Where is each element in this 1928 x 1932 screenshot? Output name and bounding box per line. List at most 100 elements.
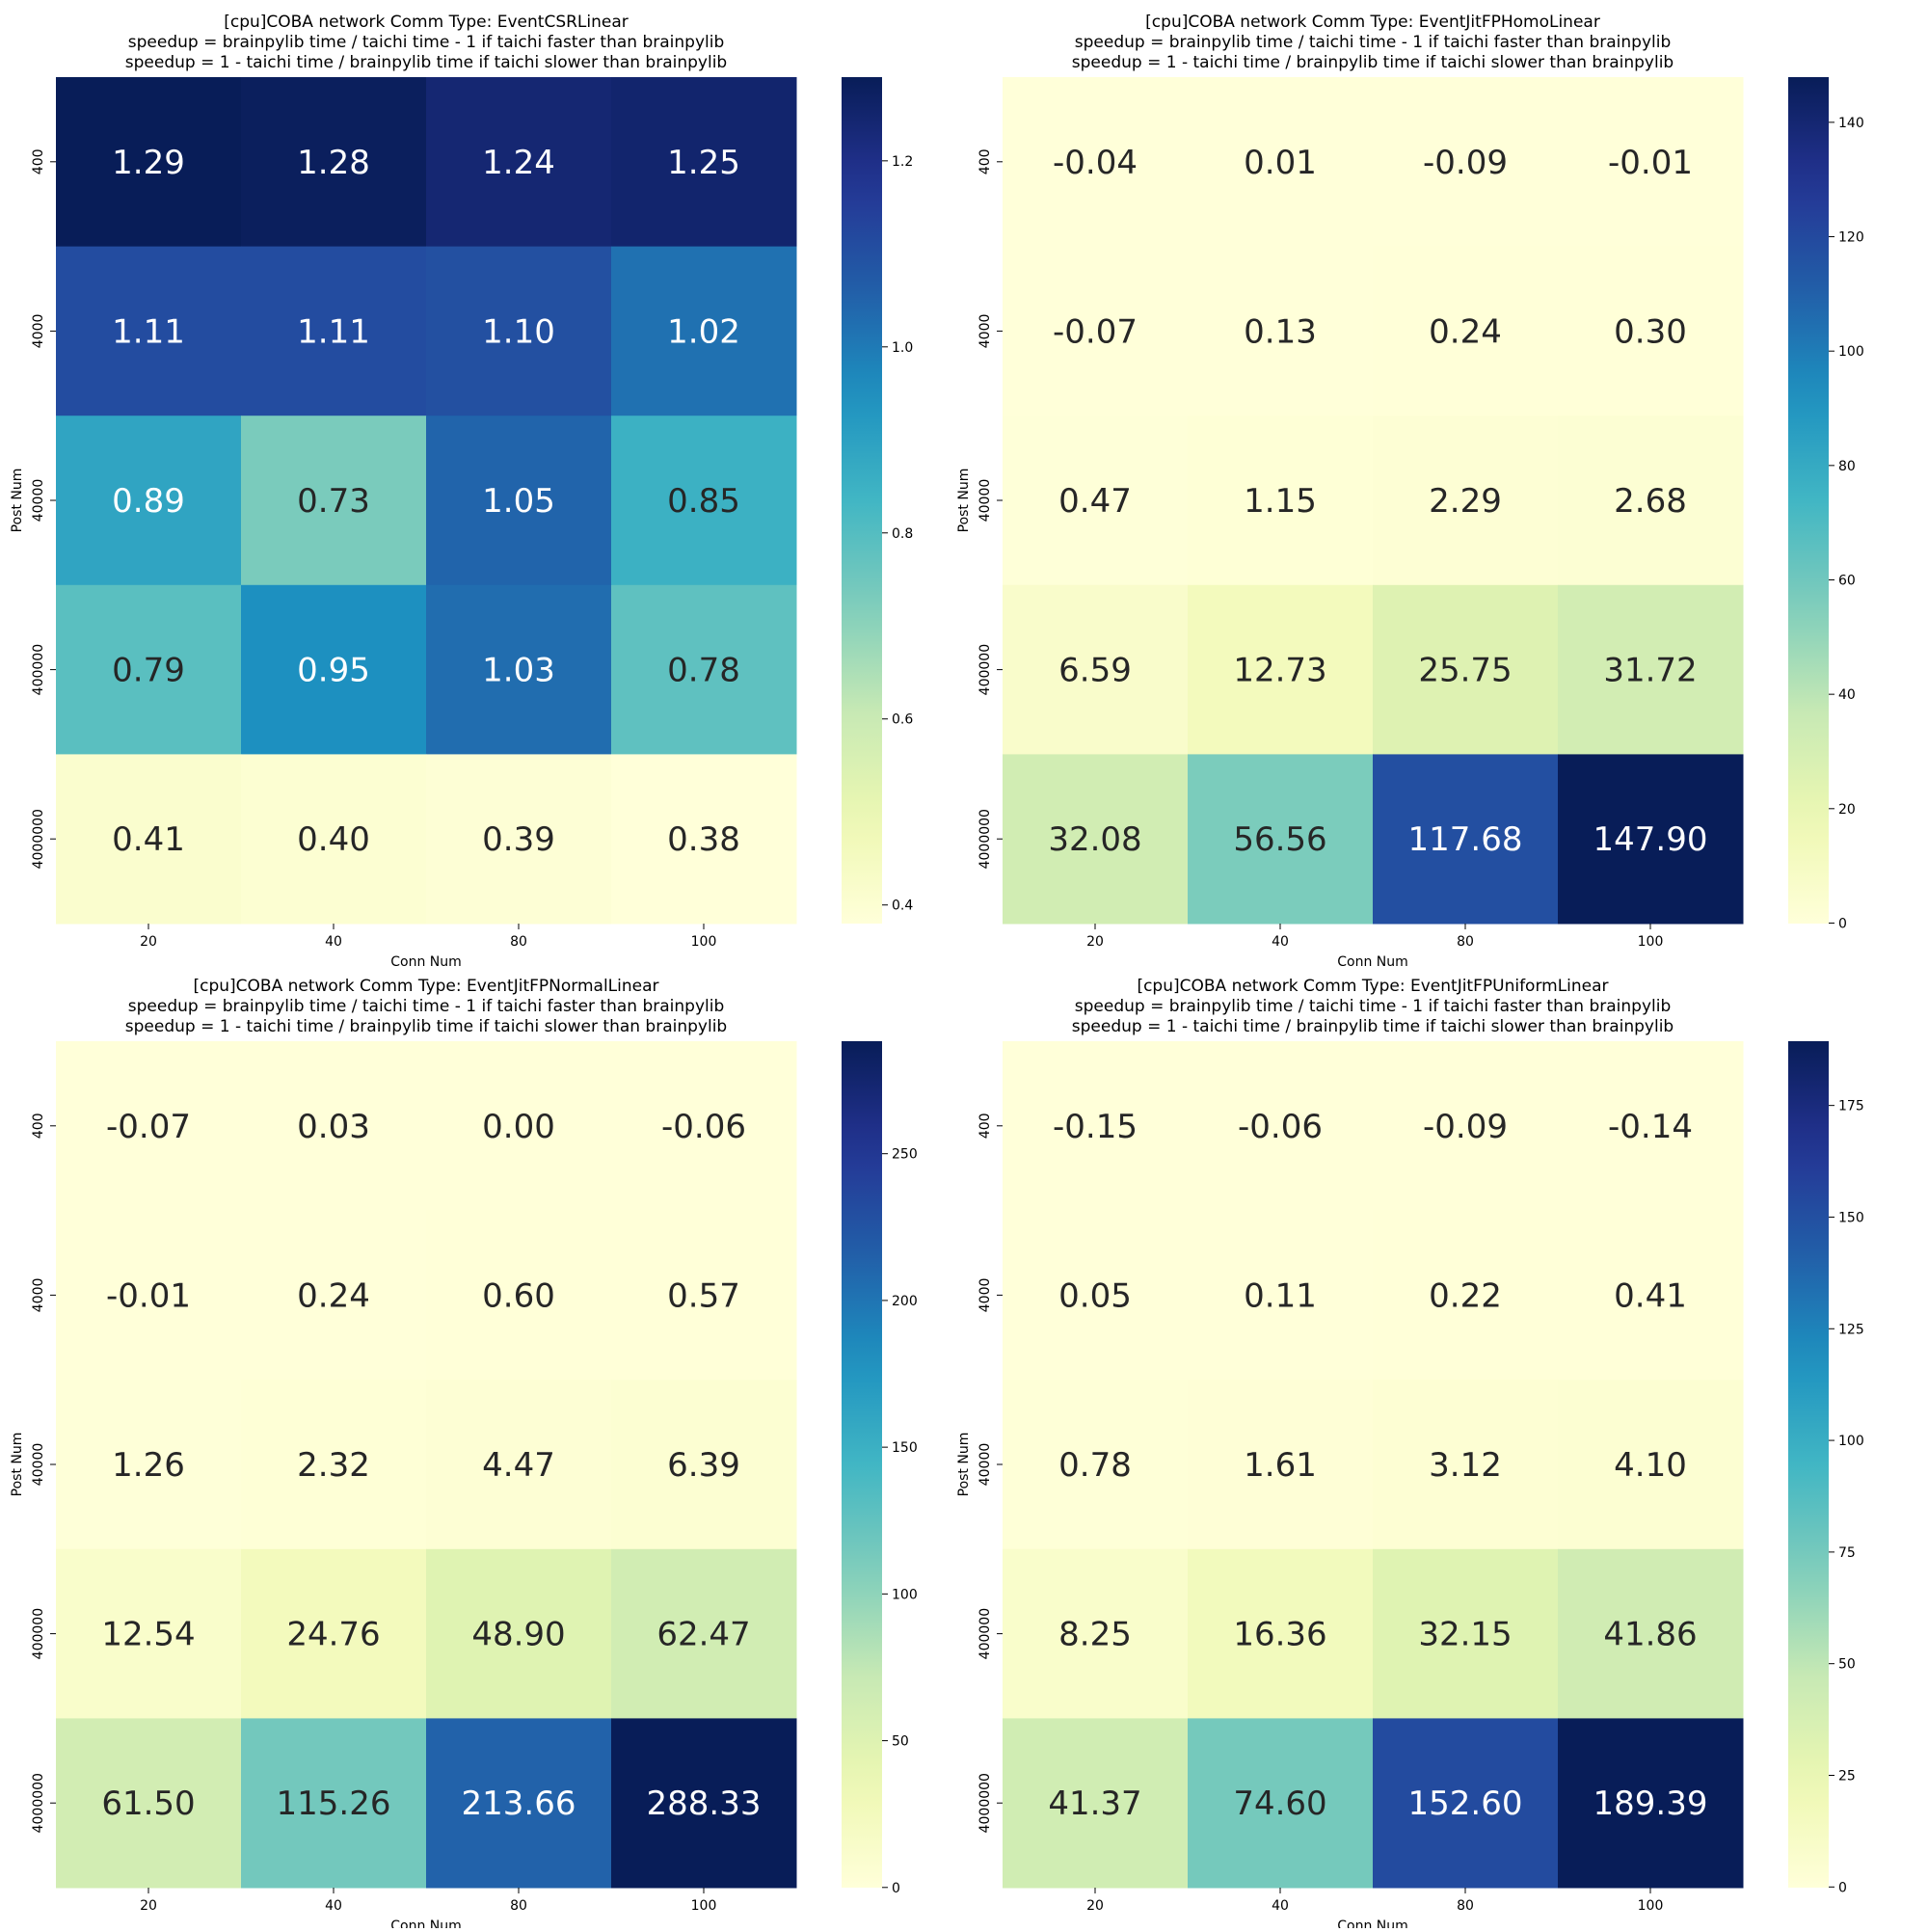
cell-value-label: 115.26 [277,1784,391,1823]
heatmap-cell [56,1210,242,1381]
cell-value-label: -0.14 [1608,1108,1693,1146]
y-axis-label: Post Num [10,469,25,533]
heatmap-cell [56,77,242,248]
cell-value-label: 24.76 [286,1616,380,1654]
cell-value-label: 16.36 [1233,1616,1326,1654]
colorbar-tick-label: 0.8 [892,526,913,542]
heatmap-cell [1558,77,1744,248]
heatmap-cell [1373,1548,1559,1719]
colorbar-tick-label: 60 [1838,573,1856,588]
colorbar-tick-label: 100 [892,1587,918,1602]
colorbar-tick-label: 0.4 [892,899,913,914]
colorbar-tick-label: 25 [1838,1768,1856,1784]
cell-value-label: 152.60 [1408,1784,1523,1823]
y-tick-label: 400000 [977,1608,993,1659]
y-axis-label: Post Num [956,469,972,533]
heatmap-cell [611,77,797,248]
colorbar-tick-label: 20 [1838,802,1856,818]
heatmap-cell [1558,754,1744,925]
cell-value-label: 74.60 [1233,1784,1326,1823]
y-tick-label: 400 [977,148,993,174]
y-tick-label: 40000 [31,1443,46,1487]
cell-value-label: 0.40 [297,820,370,859]
colorbar-tick-label: 125 [1838,1322,1864,1337]
heatmap-cell [1003,1041,1189,1212]
heatmap-cell [1373,754,1559,925]
cell-value-label: 1.26 [112,1446,185,1485]
cell-value-label: 147.90 [1593,820,1708,859]
cell-value-label: 0.13 [1244,312,1317,351]
cell-value-label: 62.47 [656,1616,750,1654]
cell-value-label: -0.07 [106,1108,191,1146]
cell-value-label: 1.15 [1244,482,1317,521]
colorbar-tick-label: 100 [1838,1434,1864,1449]
y-tick-label: 40000 [977,1443,993,1487]
cell-value-label: -0.07 [1053,312,1138,351]
x-tick-label: 40 [1272,934,1289,950]
heatmap-cell [1003,416,1189,586]
chart-title-line: [cpu]COBA network Comm Type: EventJitFPH… [1145,13,1600,32]
colorbar-tick-label: 0 [1838,1880,1847,1895]
x-tick-label: 80 [1457,1898,1474,1914]
heatmap-cell [426,1548,612,1719]
heatmap-cell [611,1718,797,1889]
cell-value-label: 32.08 [1048,820,1141,859]
heatmap-cell [611,246,797,416]
colorbar-tick-label: 120 [1838,230,1864,246]
colorbar-tick-label: 175 [1838,1099,1864,1114]
heatmap-cell [56,416,242,586]
chart-title-line: [cpu]COBA network Comm Type: EventJitFPU… [1137,977,1608,996]
cell-value-label: 0.39 [482,820,555,859]
y-tick-label: 4000000 [977,809,993,869]
x-axis-label: Conn Num [1337,1919,1408,1928]
cell-value-label: 0.00 [482,1108,555,1146]
cell-value-label: 288.33 [647,1784,762,1823]
cell-value-label: 0.38 [667,820,740,859]
cell-value-label: 41.37 [1048,1784,1141,1823]
x-tick-label: 40 [325,934,342,950]
y-tick-label: 40000 [31,479,46,523]
heatmap-panel-1: [cpu]COBA network Comm Type: EventCSRLin… [10,13,913,970]
heatmap-cell [426,77,612,248]
cell-value-label: 1.10 [482,312,555,351]
cell-value-label: 6.39 [667,1446,740,1485]
heatmap-cell [426,1718,612,1889]
cell-value-label: 1.02 [667,312,740,351]
heatmap-cell [241,1718,427,1889]
colorbar [842,1041,882,1888]
cell-value-label: 0.95 [297,652,370,690]
cell-value-label: 3.12 [1429,1446,1502,1485]
heatmap-cell [1558,1380,1744,1550]
x-tick-label: 80 [510,1898,527,1914]
cell-value-label: 1.29 [112,144,185,182]
heatmap-cell [1558,1210,1744,1381]
heatmap-cell [241,1548,427,1719]
heatmap-cell [1188,1718,1374,1889]
heatmap-cell [611,1041,797,1212]
chart-title-line: speedup = 1 - taichi time / brainpylib t… [1072,1017,1674,1036]
x-tick-label: 20 [140,934,157,950]
heatmap-cell [241,77,427,248]
cell-value-label: 1.05 [482,482,555,521]
cell-value-label: 32.15 [1418,1616,1512,1654]
heatmap-cell [426,416,612,586]
y-tick-label: 4000000 [31,809,46,869]
x-tick-label: 100 [1638,934,1664,950]
heatmap-cell [1373,584,1559,755]
colorbar-tick-label: 100 [1838,344,1864,360]
y-tick-label: 4000 [977,1278,993,1313]
heatmap-cell [241,416,427,586]
cell-value-label: 2.29 [1429,482,1502,521]
heatmap-cell [611,1380,797,1550]
chart-title-line: [cpu]COBA network Comm Type: EventJitFPN… [193,977,658,996]
cell-value-label: 1.61 [1244,1446,1317,1485]
cell-value-label: 0.05 [1058,1276,1132,1315]
heatmap-cell [241,1041,427,1212]
x-tick-label: 80 [1457,934,1474,950]
y-tick-label: 400000 [977,644,993,695]
x-tick-label: 80 [510,934,527,950]
chart-title-line: speedup = brainpylib time / taichi time … [1075,997,1672,1016]
y-tick-label: 4000 [977,314,993,349]
heatmap-cell [56,754,242,925]
